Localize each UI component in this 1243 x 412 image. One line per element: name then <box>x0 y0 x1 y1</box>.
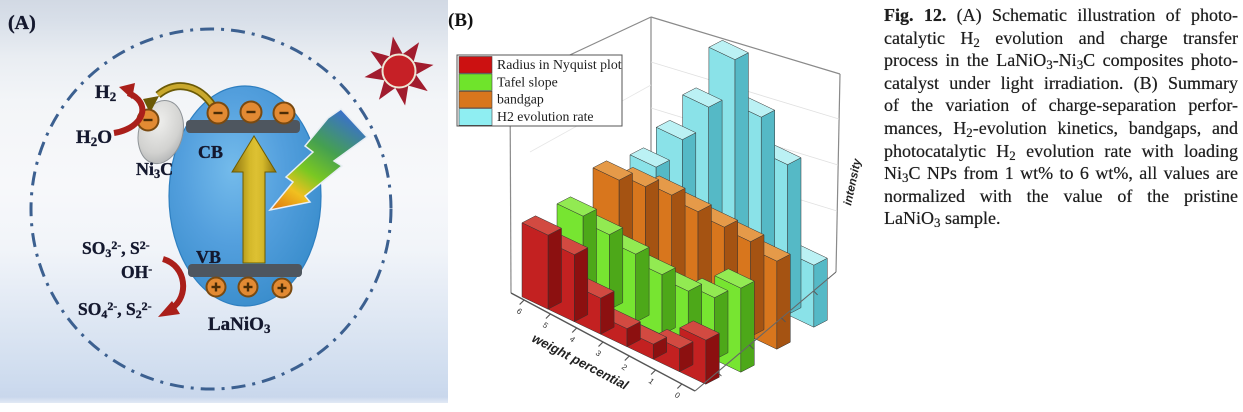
svg-text:Tafel slope: Tafel slope <box>497 74 558 89</box>
svg-text:LaNiO3: LaNiO3 <box>208 314 271 336</box>
svg-text:2: 2 <box>620 362 629 372</box>
svg-text:H2O: H2O <box>76 127 112 149</box>
svg-text:SO32-, S2-: SO32-, S2- <box>82 238 150 260</box>
svg-text:bandgap: bandgap <box>497 92 544 107</box>
svg-text:SO42-, S22-: SO42-, S22- <box>78 299 152 321</box>
svg-text:0: 0 <box>673 390 682 400</box>
svg-text:OH-: OH- <box>121 262 152 282</box>
svg-text:intensity: intensity <box>842 157 864 206</box>
svg-text:6: 6 <box>515 306 524 316</box>
svg-text:3: 3 <box>594 348 603 358</box>
svg-text:4: 4 <box>568 334 577 344</box>
svg-text:1: 1 <box>647 376 656 386</box>
svg-text:VB: VB <box>196 247 221 267</box>
svg-text:Ni3C: Ni3C <box>136 159 173 181</box>
svg-text:5: 5 <box>541 320 550 330</box>
svg-text:H2 evolution rate: H2 evolution rate <box>497 109 594 124</box>
svg-text:(A): (A) <box>8 12 36 34</box>
svg-text:Radius in Nyquist plot: Radius in Nyquist plot <box>497 57 622 72</box>
svg-text:CB: CB <box>198 142 223 162</box>
svg-text:(B): (B) <box>448 10 473 31</box>
